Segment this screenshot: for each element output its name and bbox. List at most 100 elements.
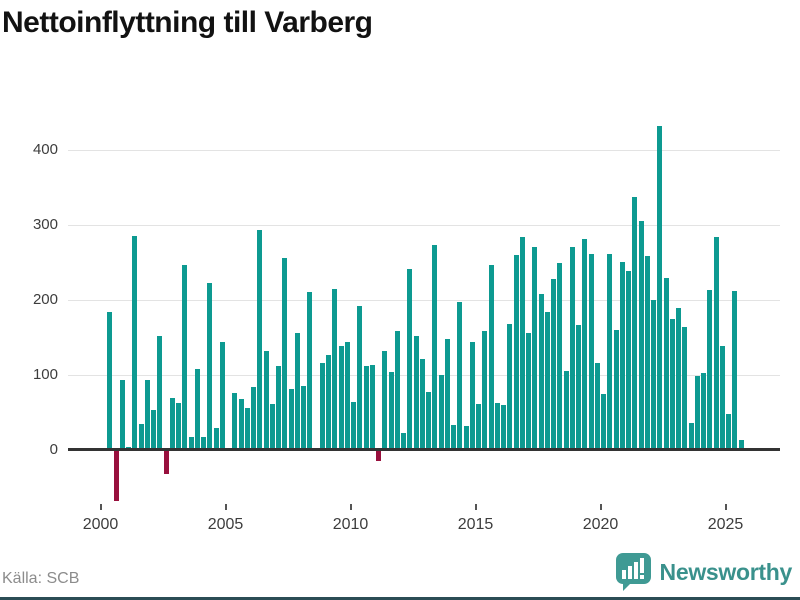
bar-2009-Q2 — [332, 289, 338, 450]
chart-title: Nettoinflyttning till Varberg — [2, 6, 373, 39]
bar-2011-Q4 — [394, 331, 400, 450]
bar-2015-Q1 — [476, 403, 482, 450]
gridline-400 — [68, 149, 780, 151]
newsworthy-logo-text: Newsworthy — [659, 559, 793, 585]
bar-2015-Q2 — [482, 331, 488, 450]
bar-2023-Q2 — [682, 326, 688, 450]
bar-2018-Q3 — [563, 370, 569, 450]
bar-2019-Q4 — [594, 362, 600, 450]
bar-2013-Q3 — [438, 374, 444, 450]
bar-2012-Q2 — [407, 268, 413, 450]
bar-2007-Q4 — [294, 332, 300, 450]
bottom-brand-strip — [0, 597, 800, 600]
bar-2000-Q3 — [113, 449, 119, 501]
x-axis-label: 2020 — [582, 516, 619, 533]
bar-2003-Q1 — [176, 403, 182, 450]
x-axis-label: 2000 — [82, 516, 119, 533]
bar-2017-Q4 — [544, 311, 550, 450]
bar-2024-Q2 — [707, 289, 713, 450]
bar-2013-Q1 — [426, 391, 432, 450]
bar-2024-Q3 — [713, 237, 719, 450]
bar-2008-Q2 — [307, 292, 313, 450]
y-axis-label: 0 — [49, 441, 58, 458]
bar-2001-Q4 — [144, 379, 150, 450]
bar-2002-Q2 — [157, 336, 163, 450]
source-label: Källa: SCB — [2, 570, 80, 587]
bar-2020-Q1 — [601, 394, 607, 450]
bar-2012-Q3 — [413, 336, 419, 450]
x-axis-label: 2025 — [707, 516, 744, 533]
bar-2022-Q4 — [669, 319, 675, 450]
x-axis-tick-2000 — [99, 504, 102, 510]
bar-2025-Q2 — [732, 291, 738, 450]
bar-2019-Q2 — [582, 238, 588, 450]
bar-2004-Q3 — [213, 427, 219, 450]
bar-2016-Q1 — [501, 405, 507, 450]
bar-2014-Q2 — [457, 301, 463, 450]
bar-2007-Q3 — [288, 388, 294, 450]
bar-2008-Q1 — [301, 385, 307, 450]
x-axis-label: 2005 — [207, 516, 244, 533]
bar-2017-Q3 — [538, 294, 544, 450]
bar-2001-Q2 — [132, 235, 138, 450]
bar-2002-Q1 — [151, 409, 157, 450]
bar-2025-Q3 — [738, 439, 744, 450]
bar-2002-Q3 — [163, 449, 169, 475]
bar-2016-Q3 — [513, 254, 519, 450]
bar-2006-Q2 — [257, 229, 263, 450]
y-axis-label: 400 — [32, 141, 58, 158]
bar-2006-Q4 — [269, 403, 275, 450]
y-axis-label: 300 — [32, 216, 58, 233]
bar-2021-Q3 — [638, 220, 644, 450]
x-axis-tick-2020 — [599, 504, 602, 510]
bar-2022-Q1 — [651, 300, 657, 450]
x-axis-tick-2005 — [224, 504, 227, 510]
bar-2014-Q3 — [463, 426, 469, 450]
bar-2003-Q4 — [194, 369, 200, 450]
bar-2016-Q2 — [507, 323, 513, 450]
bar-2010-Q3 — [363, 365, 369, 450]
bar-2016-Q4 — [519, 236, 525, 450]
bar-2006-Q1 — [251, 386, 257, 450]
bar-2009-Q3 — [338, 346, 344, 450]
bar-2002-Q4 — [169, 397, 175, 450]
bar-2014-Q4 — [469, 341, 475, 450]
bar-2019-Q1 — [576, 325, 582, 450]
bar-2023-Q3 — [688, 422, 694, 450]
bar-2018-Q4 — [569, 247, 575, 450]
bar-2005-Q3 — [238, 399, 244, 450]
bar-2017-Q2 — [532, 247, 538, 450]
bar-2011-Q3 — [388, 372, 394, 450]
bar-2021-Q2 — [632, 196, 638, 450]
bar-2020-Q4 — [619, 262, 625, 450]
newsworthy-icon — [615, 553, 651, 592]
bar-2014-Q1 — [451, 424, 457, 450]
bar-2005-Q4 — [244, 408, 250, 450]
newsworthy-logo[interactable]: Newsworthy — [615, 553, 793, 592]
bar-2018-Q2 — [557, 262, 563, 450]
bar-2024-Q4 — [719, 346, 725, 450]
bar-2005-Q2 — [232, 393, 238, 450]
bar-2015-Q3 — [488, 265, 494, 450]
bar-2008-Q4 — [319, 363, 325, 450]
bar-2003-Q2 — [182, 265, 188, 450]
gridline-300 — [68, 224, 780, 226]
bar-2021-Q4 — [644, 256, 650, 450]
gridline-200 — [68, 299, 780, 301]
bar-2012-Q4 — [419, 358, 425, 450]
bar-2024-Q1 — [701, 373, 707, 450]
bar-2010-Q4 — [369, 364, 375, 450]
y-axis-label: 100 — [32, 366, 58, 383]
bar-2020-Q3 — [613, 330, 619, 450]
bar-2009-Q4 — [344, 342, 350, 450]
bar-2022-Q3 — [663, 277, 669, 450]
zero-line — [68, 448, 780, 451]
bar-2020-Q2 — [607, 253, 613, 450]
x-axis-tick-2025 — [724, 504, 727, 510]
x-axis-tick-2015 — [474, 504, 477, 510]
bar-2015-Q4 — [494, 403, 500, 450]
bar-2012-Q1 — [401, 433, 407, 450]
bar-2004-Q1 — [201, 436, 207, 450]
bar-2009-Q1 — [326, 355, 332, 450]
